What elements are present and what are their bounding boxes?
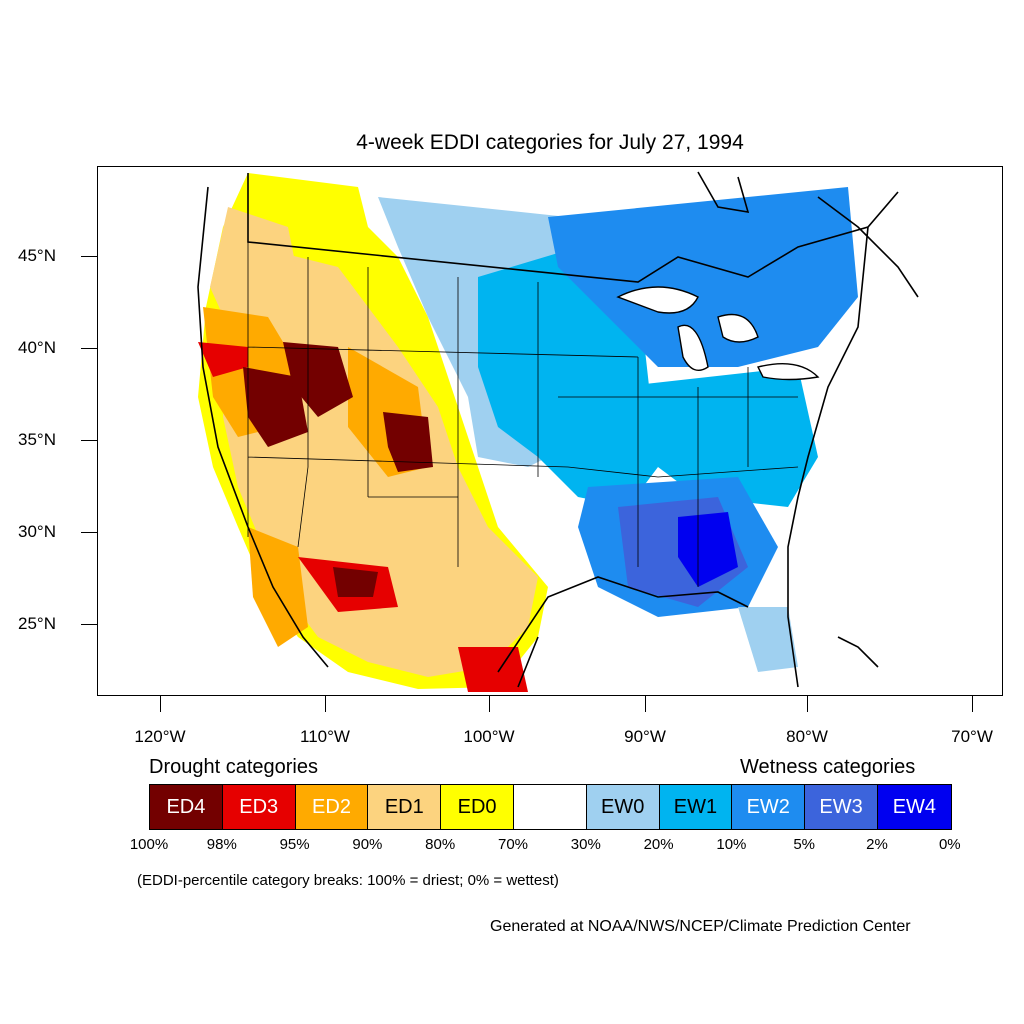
map-title: 4-week EDDI categories for July 27, 1994 bbox=[356, 131, 744, 154]
legend-box-ew1: EW1 bbox=[659, 785, 733, 829]
legend-box-ew4: EW4 bbox=[877, 785, 951, 829]
great-lakes-outline bbox=[616, 286, 820, 381]
drought-area-ed3-south-texas bbox=[458, 647, 528, 692]
legend-box-normal bbox=[513, 785, 587, 829]
wetness-area-ew0-florida bbox=[738, 607, 798, 672]
lon-label: 120°W bbox=[134, 727, 186, 746]
percentile-label: 90% bbox=[352, 836, 383, 853]
lat-label: 25°N bbox=[18, 614, 56, 633]
category-color-bar: ED4 ED3 ED2 ED1 ED0 EW0 EW1 EW2 EW3 EW4 bbox=[149, 784, 952, 830]
drought-area-ed1-northwest bbox=[210, 207, 298, 327]
eddi-map-canvas bbox=[197, 171, 919, 692]
lat-tick bbox=[81, 532, 97, 533]
lat-tick bbox=[81, 624, 97, 625]
legend-box-ed1: ED1 bbox=[368, 785, 442, 829]
lon-label: 110°W bbox=[300, 727, 350, 746]
coastline bbox=[197, 173, 899, 688]
category-breaks-note: (EDDI-percentile category breaks: 100% =… bbox=[137, 872, 559, 889]
percentile-label: 0% bbox=[938, 836, 961, 853]
lon-tick bbox=[645, 696, 646, 712]
canada-mexico-outline bbox=[517, 171, 919, 688]
eddi-map bbox=[97, 166, 1003, 696]
percentile-label: 10% bbox=[716, 836, 747, 853]
state-borders bbox=[247, 242, 799, 587]
percentile-label: 100% bbox=[129, 836, 169, 853]
drought-area-ed4-nevada bbox=[243, 367, 308, 447]
lat-tick bbox=[81, 256, 97, 257]
drought-area-ed2-coast bbox=[248, 527, 308, 647]
percentile-label: 95% bbox=[279, 836, 310, 853]
lon-tick bbox=[325, 696, 326, 712]
percentile-label: 98% bbox=[206, 836, 237, 853]
legend-box-ed4: ED4 bbox=[150, 785, 223, 829]
wetness-area-ew1-east bbox=[618, 367, 818, 507]
lat-label: 40°N bbox=[18, 338, 56, 357]
lon-tick bbox=[160, 696, 161, 712]
lat-label: 30°N bbox=[18, 522, 56, 541]
lon-tick bbox=[807, 696, 808, 712]
legend-box-ew0: EW0 bbox=[586, 785, 660, 829]
wetness-area-ew4-alabama bbox=[678, 512, 738, 587]
drought-area-ed4-colorado bbox=[383, 412, 433, 472]
wetness-categories-heading: Wetness categories bbox=[740, 756, 916, 778]
percentile-label: 70% bbox=[497, 836, 529, 853]
legend-box-ed2: ED2 bbox=[295, 785, 369, 829]
drought-categories-heading: Drought categories bbox=[149, 756, 318, 778]
lat-label: 35°N bbox=[18, 430, 56, 449]
drought-area-ed3-northwest bbox=[198, 342, 248, 377]
lon-label: 70°W bbox=[951, 727, 993, 746]
percentile-label: 2% bbox=[866, 836, 888, 853]
lat-tick bbox=[81, 440, 97, 441]
percentile-label: 80% bbox=[425, 836, 456, 853]
lat-tick bbox=[81, 348, 97, 349]
legend-box-ed0: ED0 bbox=[441, 785, 514, 829]
lon-label: 100°W bbox=[463, 727, 515, 746]
lon-label: 80°W bbox=[786, 727, 828, 746]
drought-area-ed4-new-mexico bbox=[333, 567, 378, 597]
legend-box-ed3: ED3 bbox=[222, 785, 296, 829]
drought-area-ed4-idaho bbox=[283, 342, 353, 417]
lon-label: 90°W bbox=[624, 727, 666, 746]
lon-tick bbox=[972, 696, 973, 712]
percentile-label: 30% bbox=[570, 836, 601, 853]
lon-tick bbox=[489, 696, 490, 712]
wetness-area-ew2-great-lakes bbox=[548, 187, 858, 367]
legend-box-ew2: EW2 bbox=[732, 785, 806, 829]
legend-box-ew3: EW3 bbox=[805, 785, 878, 829]
lat-label: 45°N bbox=[18, 246, 56, 265]
percentile-label: 20% bbox=[643, 836, 674, 853]
percentile-label: 5% bbox=[793, 836, 816, 853]
credit-line: Generated at NOAA/NWS/NCEP/Climate Predi… bbox=[490, 918, 911, 935]
